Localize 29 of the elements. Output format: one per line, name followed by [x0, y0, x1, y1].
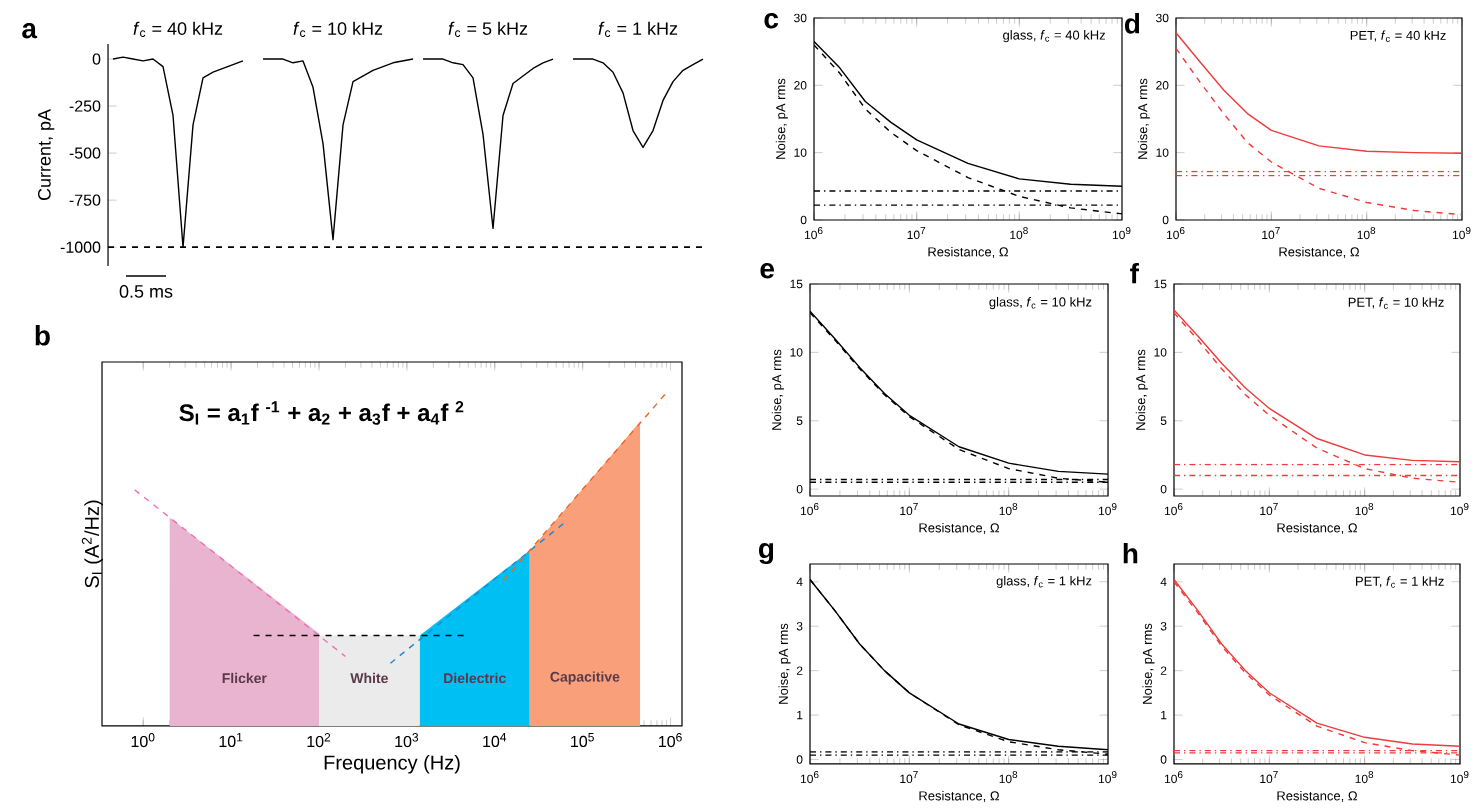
chart-title: h [1123, 543, 1138, 564]
y-axis-title: S$_{I}$ (A$^{2}$/Hz) [81, 500, 103, 588]
chart-title: g [759, 543, 774, 565]
chart-title: c [764, 13, 779, 29]
y-tick-label: -750 [69, 194, 101, 206]
y-tick-label: -1000 [60, 241, 101, 253]
chart-title: d [1125, 13, 1140, 34]
x-tick-label: 10$^{4}$ [483, 733, 507, 748]
x-tick-label: 10$^{2}$ [307, 733, 331, 748]
text: S$_{I}$ = a$_{1}$f $^{-1}$ + a$_{2}$ + a$_{3}$f + a$_{4}$f $^{2}$ [179, 401, 464, 425]
x-axis-title: Frequency (Hz) [324, 754, 460, 774]
y-tick-label: -500 [69, 147, 101, 159]
chart-title: e [760, 263, 774, 279]
chart-title: f [1130, 263, 1139, 284]
x-tick-label: 10$^{5}$ [571, 733, 594, 748]
x-tick-label: 10$^{3}$ [395, 733, 419, 748]
text: f$_{c}$ = 1 kHz [598, 21, 678, 37]
text: f$_{c}$ = 10 kHz [293, 21, 383, 37]
x-tick-label: 10$^{6}$ [659, 733, 682, 748]
y-axis-title: Current, pA [37, 109, 55, 201]
text: f$_{c}$ = 40 kHz [133, 21, 223, 37]
chart-title: b [35, 325, 50, 346]
x-tick-label: 10$^{1}$ [219, 733, 243, 748]
text: 0.5 ms [119, 285, 173, 298]
chart-title: a [22, 23, 38, 39]
text: f$_{c}$ = 5 kHz [448, 21, 528, 37]
x-tick-label: 10$^{0}$ [131, 733, 155, 748]
y-tick-label: 0 [92, 53, 101, 65]
y-tick-label: -250 [69, 100, 101, 112]
